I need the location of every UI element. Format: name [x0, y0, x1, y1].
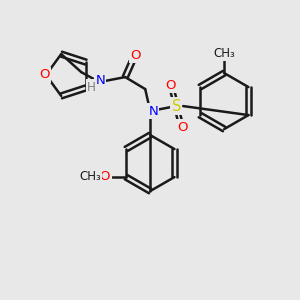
Text: O: O — [165, 79, 175, 92]
Text: O: O — [130, 49, 140, 62]
Text: S: S — [172, 99, 181, 114]
Text: CH₃: CH₃ — [79, 169, 101, 183]
Text: CH₃: CH₃ — [213, 46, 235, 60]
Text: H: H — [87, 81, 96, 94]
Text: O: O — [39, 68, 49, 82]
Text: O: O — [177, 121, 188, 134]
Text: N: N — [148, 105, 158, 118]
Text: N: N — [95, 74, 105, 87]
Text: O: O — [100, 169, 110, 183]
